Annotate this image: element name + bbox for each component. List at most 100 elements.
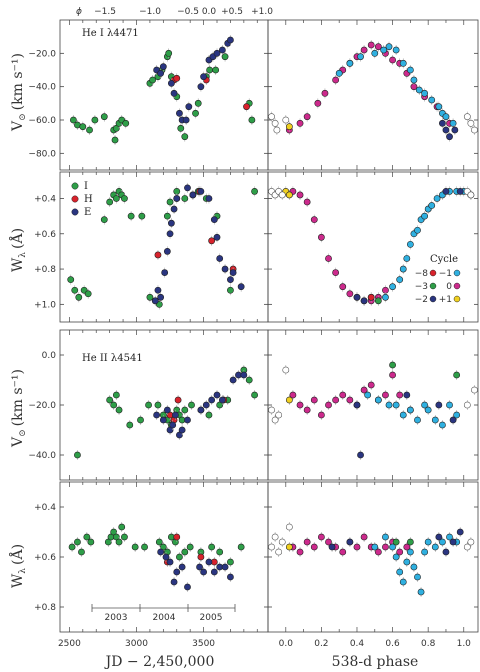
data-point-I bbox=[188, 401, 195, 409]
data-point-E bbox=[197, 188, 205, 195]
data-point-E bbox=[205, 195, 213, 202]
data-point-m1 bbox=[431, 416, 439, 424]
data-point-E bbox=[200, 73, 207, 81]
data-point-E bbox=[205, 558, 213, 566]
xlabel-left: JD − 2,450,000 bbox=[104, 654, 215, 670]
data-point-p1 bbox=[285, 543, 293, 551]
ylabel-main: V bbox=[10, 436, 26, 448]
ylabel-main: V bbox=[10, 120, 26, 132]
data-point-E bbox=[154, 286, 162, 294]
cycle-label: −8 bbox=[415, 269, 429, 279]
data-point-m1 bbox=[439, 538, 446, 546]
data-point-m1 bbox=[406, 66, 414, 74]
data-point-0 bbox=[317, 411, 325, 419]
data-point-m2 bbox=[439, 119, 446, 127]
data-point-m1 bbox=[439, 421, 446, 429]
data-point-open bbox=[467, 538, 475, 546]
data-point-I bbox=[163, 212, 171, 220]
data-point-E bbox=[229, 269, 237, 276]
data-point-I bbox=[138, 212, 146, 220]
data-point-E bbox=[185, 103, 193, 111]
data-point-m1 bbox=[399, 411, 407, 419]
data-point-I bbox=[192, 109, 199, 117]
data-point-I bbox=[121, 195, 128, 202]
data-point-E bbox=[163, 406, 171, 414]
data-point-open bbox=[467, 119, 475, 127]
data-point-m1 bbox=[453, 411, 461, 419]
data-point-m1 bbox=[382, 293, 389, 301]
data-point-0 bbox=[296, 119, 304, 127]
panel-frame-right bbox=[267, 19, 479, 171]
data-point-I bbox=[67, 276, 75, 284]
data-point-I bbox=[121, 533, 128, 541]
data-point-open bbox=[471, 386, 478, 394]
cycle-label: +1 bbox=[439, 295, 452, 305]
data-point-m3 bbox=[453, 371, 461, 379]
cycle-title: Cycle bbox=[430, 254, 458, 265]
data-point-I bbox=[145, 401, 152, 409]
data-point-m1 bbox=[385, 43, 393, 51]
data-point-H bbox=[174, 396, 182, 404]
panel-frames: −20.0−40.0−60.0−80.0+0.4+0.6+0.8+1.00.0−… bbox=[28, 19, 479, 649]
data-point-m1 bbox=[396, 568, 404, 576]
y-tick-label: +0.4 bbox=[34, 503, 56, 513]
data-point-m2 bbox=[451, 126, 459, 134]
data-point-m1 bbox=[431, 543, 439, 551]
data-point-I bbox=[221, 53, 229, 61]
data-point-E bbox=[227, 573, 234, 581]
data-point-E bbox=[159, 416, 167, 424]
data-point-I bbox=[106, 396, 114, 404]
data-point-m2 bbox=[353, 293, 361, 301]
data-point-I bbox=[165, 49, 173, 57]
data-point-0 bbox=[332, 76, 340, 84]
data-point-0 bbox=[403, 543, 411, 551]
data-point-E bbox=[197, 83, 205, 91]
data-point-E bbox=[167, 219, 175, 227]
data-point-open bbox=[282, 116, 290, 124]
data-point-E bbox=[208, 396, 216, 404]
data-point-m1 bbox=[357, 53, 364, 61]
data-point-m1 bbox=[435, 103, 443, 111]
data-point-m1 bbox=[414, 573, 421, 581]
data-point-I bbox=[68, 543, 76, 551]
data-point-I bbox=[141, 543, 148, 551]
y-tick-label: +0.4 bbox=[34, 194, 56, 204]
data-point-m1 bbox=[428, 202, 436, 209]
legend-marker-e bbox=[71, 208, 79, 216]
data-point-m1 bbox=[380, 46, 388, 54]
data-point-I bbox=[237, 543, 245, 551]
data-point-open bbox=[271, 416, 279, 424]
data-point-m1 bbox=[382, 533, 389, 541]
data-point-E bbox=[176, 109, 183, 117]
data-point-I bbox=[181, 548, 189, 556]
cycle-marker-p1 bbox=[453, 295, 461, 303]
cycle-marker-0 bbox=[453, 282, 461, 290]
data-point-open bbox=[268, 113, 275, 121]
ylabel-p4: Wλ (Å) bbox=[8, 544, 28, 588]
data-point-m1 bbox=[403, 558, 411, 566]
data-point-m1 bbox=[406, 406, 414, 414]
data-point-m2 bbox=[357, 451, 364, 459]
data-point-I bbox=[74, 451, 81, 459]
y-tick-label: −60.0 bbox=[28, 116, 56, 126]
data-point-0 bbox=[360, 533, 368, 541]
data-point-open bbox=[275, 548, 283, 556]
data-point-m3 bbox=[389, 361, 396, 369]
data-point-m1 bbox=[385, 401, 393, 409]
data-point-E bbox=[189, 191, 197, 199]
data-point-I bbox=[212, 66, 220, 74]
data-point-open bbox=[273, 126, 281, 134]
y-tick-label: −80.0 bbox=[28, 149, 56, 159]
data-point-E bbox=[157, 548, 165, 556]
data-point-E bbox=[227, 36, 234, 44]
data-point-I bbox=[154, 401, 162, 409]
data-point-I bbox=[149, 76, 156, 84]
data-point-I bbox=[251, 391, 258, 399]
ylabel-sub: λ bbox=[18, 252, 28, 258]
data-point-m1 bbox=[374, 396, 382, 404]
panel-frame-left bbox=[59, 19, 269, 171]
data-point-E bbox=[202, 401, 210, 409]
ylabel-unit: (Å) bbox=[8, 228, 26, 249]
data-point-E bbox=[227, 276, 234, 284]
data-point-I bbox=[115, 406, 123, 414]
